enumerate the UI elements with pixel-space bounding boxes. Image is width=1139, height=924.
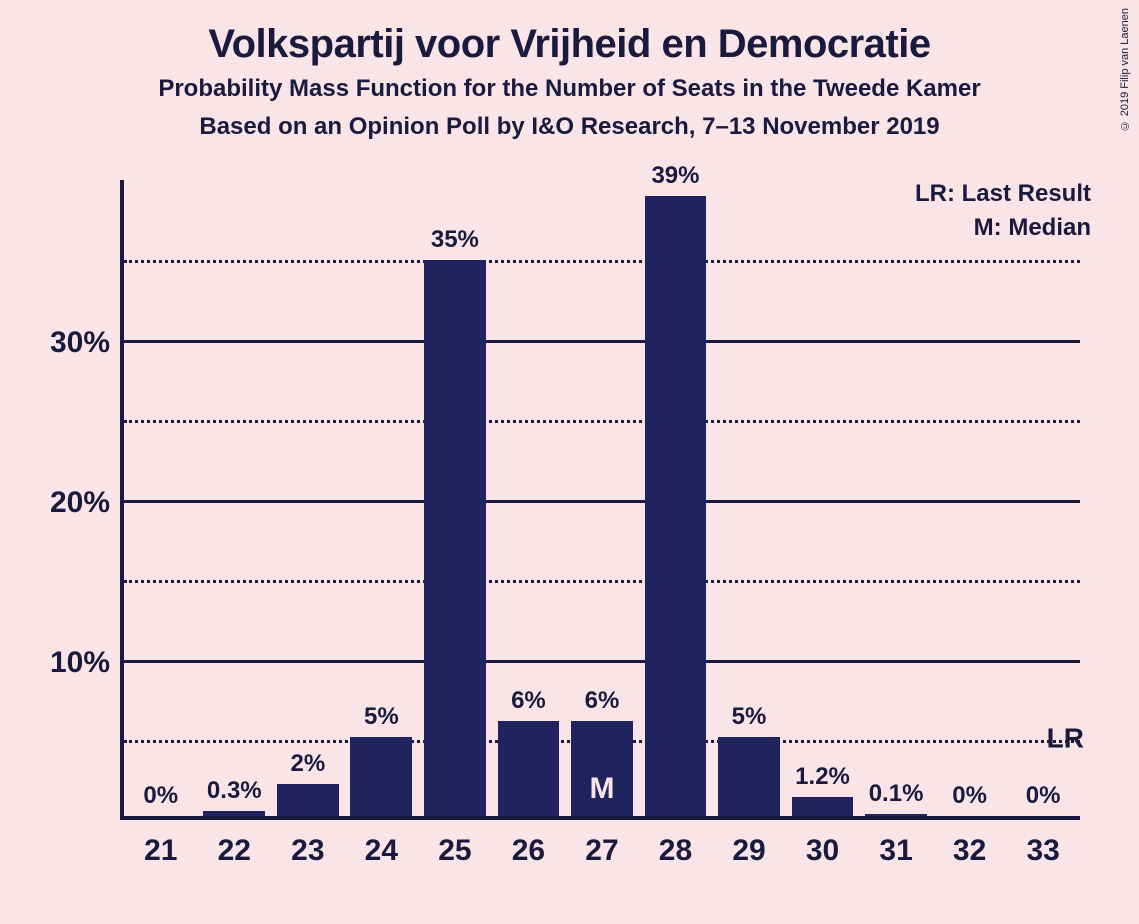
bar-slot: 35%25 [418, 180, 492, 816]
x-tick-label: 24 [365, 834, 398, 868]
y-tick-label: 20% [50, 486, 110, 520]
bar-value-label: 0% [952, 782, 987, 810]
bar: 0.1% [865, 814, 927, 816]
last-result-marker: LR [1047, 722, 1084, 754]
bar-value-label: 5% [364, 703, 399, 731]
bar-slot: 6%M27 [565, 180, 639, 816]
x-tick-label: 30 [806, 834, 839, 868]
chart-title: Volkspartij voor Vrijheid en Democratie [0, 0, 1139, 67]
bar-slot: 6%26 [492, 180, 566, 816]
bar: 5% [718, 737, 780, 817]
copyright: © 2019 Filip van Laenen [1119, 8, 1131, 131]
bar: 0.3% [203, 811, 265, 816]
bar-value-label: 39% [651, 162, 699, 190]
y-tick-label: 10% [50, 646, 110, 680]
median-marker: M [589, 772, 614, 806]
bar-slot: 0.3%22 [198, 180, 272, 816]
x-tick-label: 23 [291, 834, 324, 868]
bar: 39% [645, 196, 707, 816]
x-tick-label: 22 [218, 834, 251, 868]
bar-value-label: 0% [143, 782, 178, 810]
bar-value-label: 35% [431, 226, 479, 254]
bar-slot: 5%24 [345, 180, 419, 816]
x-axis [120, 816, 1080, 820]
bar: 6% [498, 721, 560, 816]
bar: 2% [277, 784, 339, 816]
bar-slot: 0.1%31 [859, 180, 933, 816]
bar-value-label: 0% [1026, 782, 1061, 810]
bar-slot: 1.2%30 [786, 180, 860, 816]
bar-slot: 39%28 [639, 180, 713, 816]
bar-value-label: 0.3% [207, 777, 262, 805]
bar-value-label: 6% [585, 687, 620, 715]
x-tick-label: 27 [585, 834, 618, 868]
bar-slot: 0%33 [1006, 180, 1080, 816]
x-tick-label: 25 [438, 834, 471, 868]
x-tick-label: 29 [732, 834, 765, 868]
x-tick-label: 32 [953, 834, 986, 868]
y-tick-label: 30% [50, 326, 110, 360]
bar-value-label: 1.2% [795, 763, 850, 791]
bar: 1.2% [792, 797, 854, 816]
x-tick-label: 26 [512, 834, 545, 868]
bar-slot: 0%21 [124, 180, 198, 816]
x-tick-label: 31 [879, 834, 912, 868]
bar-slot: 0%32 [933, 180, 1007, 816]
chart-subtitle-1: Probability Mass Function for the Number… [0, 75, 1139, 103]
x-tick-label: 33 [1026, 834, 1059, 868]
bar: 6%M [571, 721, 633, 816]
bar-slot: 2%23 [271, 180, 345, 816]
x-tick-label: 28 [659, 834, 692, 868]
chart-subtitle-2: Based on an Opinion Poll by I&O Research… [0, 113, 1139, 141]
bars-container: 0%210.3%222%235%2435%256%266%M2739%285%2… [124, 180, 1080, 816]
bar-value-label: 0.1% [869, 780, 924, 808]
bar: 35% [424, 260, 486, 817]
chart-area: 10%20%30% 0%210.3%222%235%2435%256%266%M… [120, 180, 1080, 820]
bar-value-label: 2% [290, 750, 325, 778]
bar-value-label: 5% [732, 703, 767, 731]
bar-value-label: 6% [511, 687, 546, 715]
bar-slot: 5%29 [712, 180, 786, 816]
x-tick-label: 21 [144, 834, 177, 868]
bar: 5% [350, 737, 412, 817]
